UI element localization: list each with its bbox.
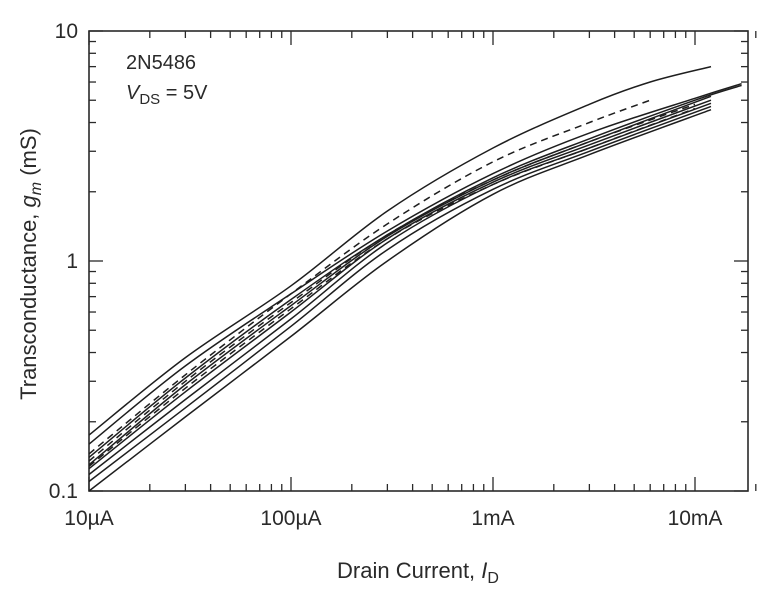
y-tick-label: 1 [66,250,78,273]
y-axis-title-unit: (mS) [16,128,41,182]
series-line-3 [88,84,742,458]
tick-marks [88,30,757,492]
series-line-7 [88,105,712,483]
series-line-5 [88,99,712,470]
annotation-condition: VDS = 5V [126,82,208,108]
x-tick-label: 10mA [668,507,723,530]
annotation-part-number: 2N5486 [126,52,196,74]
series-line-8 [88,108,712,492]
series-line-11-dashed [88,107,696,467]
tick-labels: 10µA 100µA 1mA 10mA 0.1 1 10 [49,20,723,530]
series-line-9-dashed [88,99,651,455]
x-axis-title-sub: D [487,570,499,587]
y-axis-title-main: Transconductance, [16,207,41,399]
series-line-4 [88,95,712,466]
series-line-10-dashed [88,103,696,462]
x-tick-label: 10µA [64,507,113,530]
x-axis-title-var: I [481,558,487,583]
y-axis-title: Transconductance, gm (mS) [16,128,45,400]
y-axis-title-sub: m [28,182,45,195]
annotation-condition-value: = 5V [160,82,208,104]
y-tick-label: 10 [55,20,78,43]
series-line-1 [88,65,712,436]
series-line-2 [88,82,742,445]
series-layer [88,65,742,492]
series-line-6 [88,102,712,476]
x-tick-label: 100µA [260,507,321,530]
annotation-condition-var: V [126,82,141,104]
y-tick-label: 0.1 [49,480,78,503]
y-axis-title-var: g [16,194,41,207]
x-axis-title: Drain Current, ID [337,558,499,587]
x-axis-title-main: Drain Current, [337,558,481,583]
annotation-condition-sub: DS [139,91,160,108]
x-tick-label: 1mA [471,507,514,530]
